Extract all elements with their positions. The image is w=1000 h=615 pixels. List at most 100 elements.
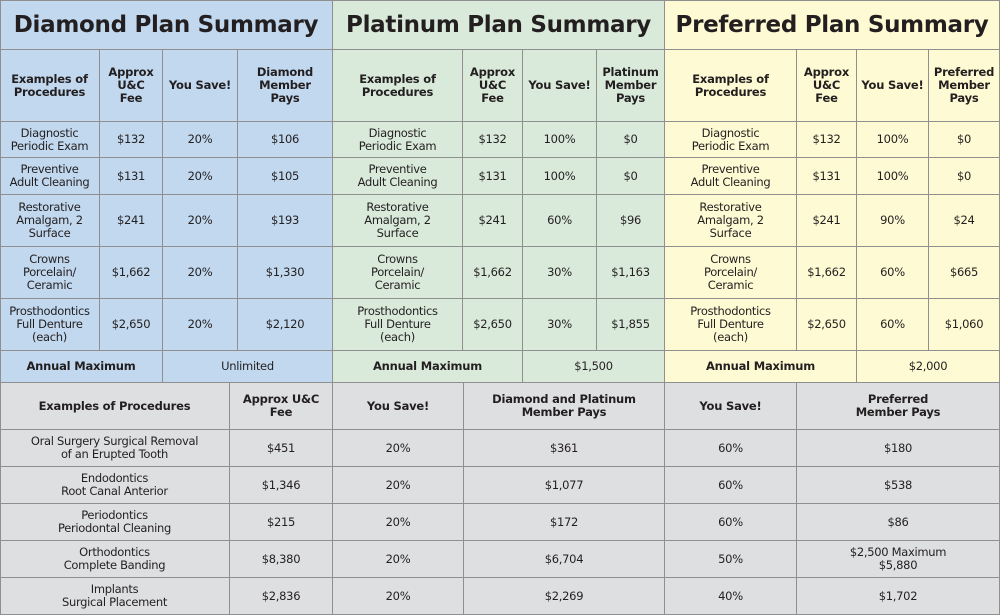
diamond-column-header: Diamond Member Pays [238, 50, 333, 122]
preferred-table-cell: $665 [929, 247, 1000, 299]
diamond-column-header: Examples of Procedures [0, 50, 100, 122]
preferred-table-cell: $1,060 [929, 299, 1000, 351]
diamond-table-cell: 20% [163, 299, 238, 351]
specialty-table-cell: $6,704 [464, 541, 665, 578]
specialty-table-cell: 60% [665, 504, 797, 541]
platinum-table-cell: $1,855 [597, 299, 665, 351]
diamond-plan-title: Diamond Plan Summary [0, 0, 333, 50]
platinum-annual-maximum-label: Annual Maximum [333, 351, 523, 383]
preferred-table-cell: Crowns Porcelain/ Ceramic [665, 247, 797, 299]
specialty-table-cell: 60% [665, 467, 797, 504]
specialty-table-cell: Implants Surgical Placement [0, 578, 230, 615]
specialty-table-cell: $1,702 [797, 578, 1000, 615]
preferred-table-cell: $0 [929, 158, 1000, 195]
platinum-table-cell: 30% [523, 247, 597, 299]
diamond-table-cell: Crowns Porcelain/ Ceramic [0, 247, 100, 299]
specialty-column-header: You Save! [333, 383, 464, 430]
specialty-table-cell: Orthodontics Complete Banding [0, 541, 230, 578]
platinum-table-cell: $1,662 [463, 247, 523, 299]
diamond-table-cell: $131 [100, 158, 163, 195]
platinum-table-cell: $1,163 [597, 247, 665, 299]
platinum-table-cell: $96 [597, 195, 665, 247]
platinum-table-cell: Crowns Porcelain/ Ceramic [333, 247, 463, 299]
diamond-table-cell: $241 [100, 195, 163, 247]
platinum-column-header: You Save! [523, 50, 597, 122]
preferred-table-cell: $0 [929, 122, 1000, 158]
specialty-table-cell: Oral Surgery Surgical Removal of an Erup… [0, 430, 230, 467]
specialty-column-header: Approx U&C Fee [230, 383, 333, 430]
platinum-column-header: Platinum Member Pays [597, 50, 665, 122]
preferred-table-cell: 100% [857, 122, 929, 158]
platinum-table-cell: 30% [523, 299, 597, 351]
platinum-table-cell: Diagnostic Periodic Exam [333, 122, 463, 158]
preferred-table-cell: Restorative Amalgam, 2 Surface [665, 195, 797, 247]
platinum-table-cell: $241 [463, 195, 523, 247]
diamond-annual-maximum-value: Unlimited [163, 351, 333, 383]
preferred-column-header: Examples of Procedures [665, 50, 797, 122]
preferred-table-cell: 60% [857, 247, 929, 299]
specialty-column-header: Diamond and Platinum Member Pays [464, 383, 665, 430]
specialty-table-cell: $2,269 [464, 578, 665, 615]
specialty-table-cell: 40% [665, 578, 797, 615]
platinum-table-cell: 100% [523, 122, 597, 158]
preferred-table-cell: $1,662 [797, 247, 857, 299]
specialty-table-cell: $451 [230, 430, 333, 467]
preferred-table-cell: 100% [857, 158, 929, 195]
preferred-column-header: You Save! [857, 50, 929, 122]
diamond-table-cell: 20% [163, 122, 238, 158]
specialty-column-header: Examples of Procedures [0, 383, 230, 430]
diamond-table-cell: $2,650 [100, 299, 163, 351]
platinum-table-cell: $131 [463, 158, 523, 195]
specialty-table-cell: $1,346 [230, 467, 333, 504]
preferred-table-cell: $132 [797, 122, 857, 158]
diamond-table-cell: Diagnostic Periodic Exam [0, 122, 100, 158]
platinum-column-header: Approx U&C Fee [463, 50, 523, 122]
preferred-table-cell: Preventive Adult Cleaning [665, 158, 797, 195]
platinum-table-cell: $132 [463, 122, 523, 158]
diamond-table-cell: $106 [238, 122, 333, 158]
specialty-table-cell: 20% [333, 430, 464, 467]
diamond-table-cell: 20% [163, 247, 238, 299]
platinum-table-cell: 60% [523, 195, 597, 247]
specialty-column-header: Preferred Member Pays [797, 383, 1000, 430]
platinum-table-cell: Restorative Amalgam, 2 Surface [333, 195, 463, 247]
preferred-table-cell: $241 [797, 195, 857, 247]
preferred-table-cell: Prosthodontics Full Denture (each) [665, 299, 797, 351]
preferred-annual-maximum-value: $2,000 [857, 351, 1000, 383]
specialty-table-cell: 50% [665, 541, 797, 578]
specialty-table-cell: 60% [665, 430, 797, 467]
platinum-plan-title: Platinum Plan Summary [333, 0, 665, 50]
platinum-column-header: Examples of Procedures [333, 50, 463, 122]
diamond-column-header: You Save! [163, 50, 238, 122]
diamond-annual-maximum-label: Annual Maximum [0, 351, 163, 383]
diamond-table-cell: $105 [238, 158, 333, 195]
platinum-table-cell: Prosthodontics Full Denture (each) [333, 299, 463, 351]
specialty-table-cell: 20% [333, 504, 464, 541]
specialty-table-cell: Endodontics Root Canal Anterior [0, 467, 230, 504]
diamond-table-cell: $2,120 [238, 299, 333, 351]
specialty-table-cell: $215 [230, 504, 333, 541]
specialty-table-cell: $538 [797, 467, 1000, 504]
diamond-table-cell: $132 [100, 122, 163, 158]
specialty-table-cell: $361 [464, 430, 665, 467]
preferred-annual-maximum-label: Annual Maximum [665, 351, 857, 383]
specialty-table-cell: $180 [797, 430, 1000, 467]
platinum-table-cell: $0 [597, 122, 665, 158]
specialty-table-cell: 20% [333, 467, 464, 504]
specialty-table-cell: 20% [333, 541, 464, 578]
specialty-table-cell: $2,836 [230, 578, 333, 615]
diamond-table-cell: $1,662 [100, 247, 163, 299]
specialty-table-cell: 20% [333, 578, 464, 615]
diamond-column-header: Approx U&C Fee [100, 50, 163, 122]
diamond-table-cell: 20% [163, 158, 238, 195]
diamond-table-cell: 20% [163, 195, 238, 247]
specialty-table-cell: $172 [464, 504, 665, 541]
diamond-table-cell: $1,330 [238, 247, 333, 299]
preferred-column-header: Preferred Member Pays [929, 50, 1000, 122]
diamond-table-cell: Restorative Amalgam, 2 Surface [0, 195, 100, 247]
platinum-table-cell: $2,650 [463, 299, 523, 351]
diamond-table-cell: Preventive Adult Cleaning [0, 158, 100, 195]
platinum-annual-maximum-value: $1,500 [523, 351, 665, 383]
diamond-table-cell: $193 [238, 195, 333, 247]
platinum-table-cell: $0 [597, 158, 665, 195]
